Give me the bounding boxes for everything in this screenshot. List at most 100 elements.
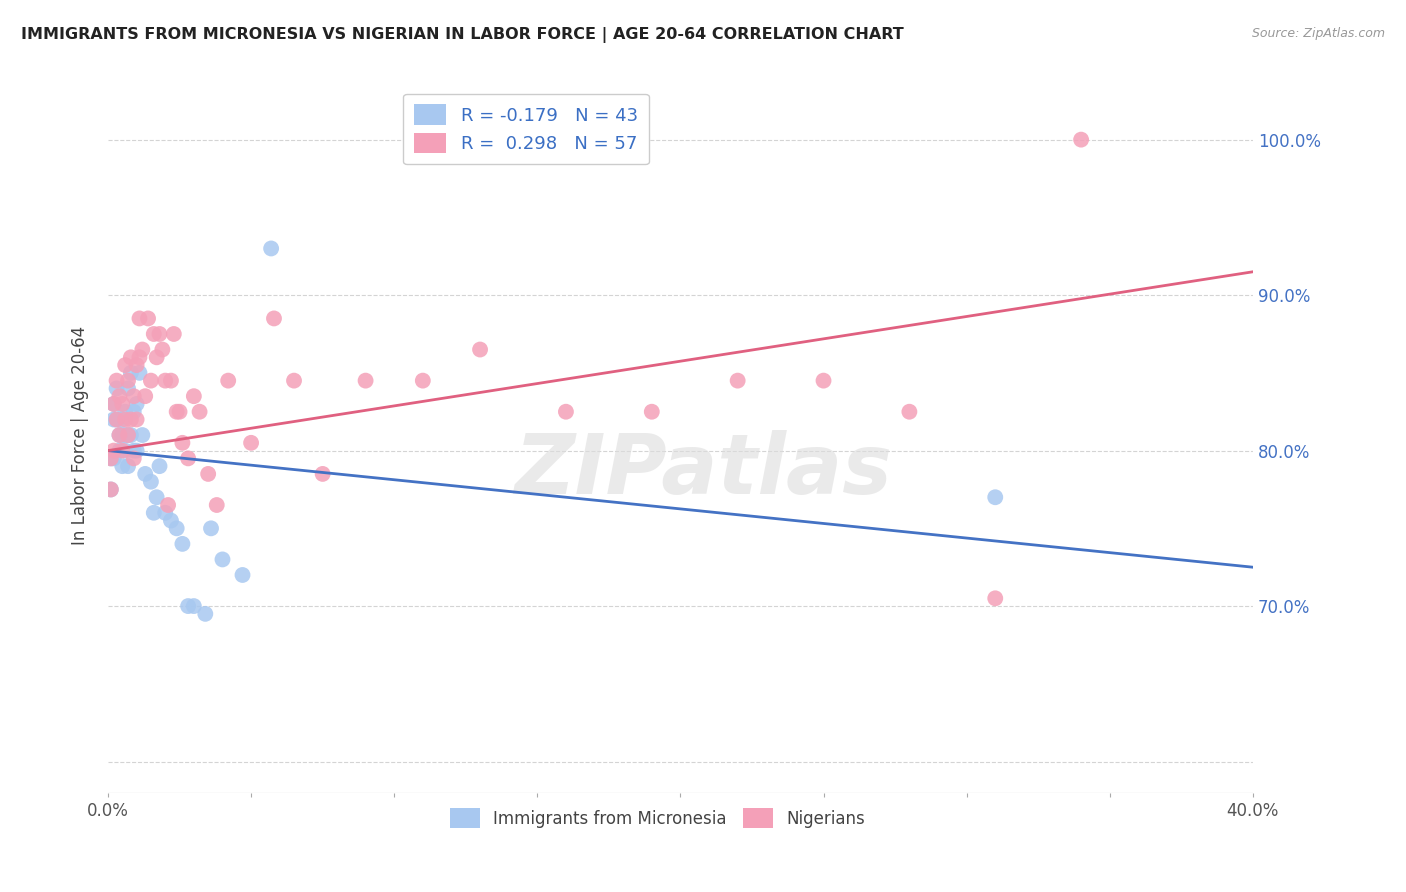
Point <box>128 311 150 326</box>
Point <box>984 490 1007 504</box>
Point <box>555 405 578 419</box>
Point <box>103 397 125 411</box>
Point <box>128 366 150 380</box>
Point <box>100 451 122 466</box>
Point <box>114 443 136 458</box>
Point <box>105 412 128 426</box>
Point <box>105 381 128 395</box>
Point <box>188 405 211 419</box>
Point <box>160 374 183 388</box>
Point <box>117 381 139 395</box>
Point <box>145 490 167 504</box>
Point <box>150 343 173 357</box>
Point <box>205 498 228 512</box>
Point <box>134 467 156 481</box>
Point <box>125 358 148 372</box>
Point <box>125 412 148 426</box>
Point <box>194 607 217 621</box>
Point <box>155 374 177 388</box>
Point <box>200 521 222 535</box>
Point <box>163 326 186 341</box>
Point <box>111 428 134 442</box>
Point <box>114 412 136 426</box>
Point <box>231 568 253 582</box>
Point <box>108 443 131 458</box>
Point <box>139 374 162 388</box>
Point <box>134 389 156 403</box>
Point <box>148 326 170 341</box>
Point <box>117 459 139 474</box>
Point <box>114 405 136 419</box>
Point <box>128 351 150 365</box>
Point <box>117 428 139 442</box>
Point <box>100 483 122 497</box>
Point <box>103 451 125 466</box>
Point <box>103 443 125 458</box>
Point <box>103 412 125 426</box>
Point <box>311 467 333 481</box>
Point <box>122 405 145 419</box>
Point <box>131 428 153 442</box>
Point <box>125 443 148 458</box>
Point <box>105 374 128 388</box>
Point <box>354 374 377 388</box>
Point <box>122 443 145 458</box>
Point <box>412 374 434 388</box>
Point <box>641 405 664 419</box>
Point <box>139 475 162 489</box>
Point <box>468 343 491 357</box>
Point <box>217 374 239 388</box>
Legend: Immigrants from Micronesia, Nigerians: Immigrants from Micronesia, Nigerians <box>443 802 872 834</box>
Point <box>160 514 183 528</box>
Point <box>114 358 136 372</box>
Point <box>100 483 122 497</box>
Point <box>120 428 142 442</box>
Point <box>111 412 134 426</box>
Point <box>108 389 131 403</box>
Point <box>117 374 139 388</box>
Point <box>240 435 263 450</box>
Point <box>145 351 167 365</box>
Point <box>197 467 219 481</box>
Point <box>1070 133 1092 147</box>
Point <box>172 435 194 450</box>
Point <box>111 459 134 474</box>
Point <box>169 405 191 419</box>
Point <box>984 591 1007 606</box>
Point <box>125 397 148 411</box>
Point <box>111 443 134 458</box>
Point <box>111 397 134 411</box>
Point <box>122 451 145 466</box>
Text: ZIPatlas: ZIPatlas <box>515 430 893 511</box>
Point <box>727 374 749 388</box>
Point <box>117 428 139 442</box>
Point <box>172 537 194 551</box>
Point <box>114 428 136 442</box>
Text: IMMIGRANTS FROM MICRONESIA VS NIGERIAN IN LABOR FORCE | AGE 20-64 CORRELATION CH: IMMIGRANTS FROM MICRONESIA VS NIGERIAN I… <box>21 27 904 43</box>
Point <box>813 374 835 388</box>
Point <box>148 459 170 474</box>
Point <box>183 599 205 613</box>
Point <box>120 412 142 426</box>
Point <box>120 366 142 380</box>
Point <box>898 405 921 419</box>
Point <box>166 521 188 535</box>
Point <box>155 506 177 520</box>
Point <box>142 506 165 520</box>
Point <box>211 552 233 566</box>
Point <box>260 242 283 256</box>
Point <box>103 397 125 411</box>
Point <box>263 311 285 326</box>
Point <box>183 389 205 403</box>
Point <box>142 326 165 341</box>
Point <box>177 451 200 466</box>
Point <box>120 351 142 365</box>
Point <box>100 451 122 466</box>
Point <box>166 405 188 419</box>
Point <box>177 599 200 613</box>
Point <box>136 311 159 326</box>
Y-axis label: In Labor Force | Age 20-64: In Labor Force | Age 20-64 <box>72 326 89 545</box>
Point <box>108 428 131 442</box>
Point <box>105 412 128 426</box>
Point <box>108 428 131 442</box>
